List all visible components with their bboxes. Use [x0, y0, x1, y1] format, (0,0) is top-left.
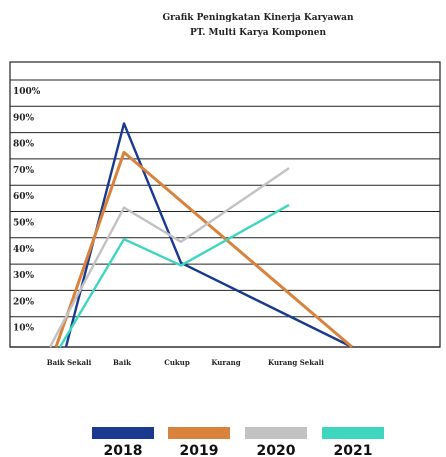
series-line-2020 [48, 167, 290, 348]
x-tick-label: Kurang Sekali [268, 358, 324, 367]
x-tick-label: Cukup [164, 358, 190, 367]
y-tick-label: 50% [13, 219, 35, 229]
y-tick-label: 20% [13, 297, 35, 307]
legend-swatch-2020 [245, 427, 307, 439]
y-tick-label: 70% [13, 166, 35, 176]
series-line-2021 [58, 203, 290, 348]
y-tick-label: 40% [13, 245, 35, 255]
grid [9, 61, 441, 348]
y-tick-label: 80% [13, 140, 35, 150]
legend-label-2020: 2020 [257, 443, 296, 457]
x-tick-label: Baik [113, 358, 131, 367]
series-lines [48, 122, 353, 349]
legend-label-2021: 2021 [334, 443, 373, 457]
series-line-2019 [54, 150, 353, 349]
legend-label-2018: 2018 [104, 443, 143, 457]
y-tick-label: 90% [13, 113, 35, 123]
y-tick-label: 30% [13, 271, 35, 281]
y-tick-label: 100% [13, 87, 41, 97]
x-tick-label: Baik Sekali [47, 358, 92, 367]
legend-swatch-2021 [322, 427, 384, 439]
legend-swatch-2019 [168, 427, 230, 439]
chart-subtitle: PT. Multi Karya Komponen [190, 28, 327, 38]
legend-label-2019: 2019 [180, 443, 219, 457]
legend: 2018 2019 2020 2021 [92, 427, 384, 457]
plot-frame [9, 61, 441, 348]
x-tick-label: Kurang [211, 358, 240, 367]
y-tick-label: 10% [13, 324, 35, 334]
x-axis-ticks: Baik Sekali Baik Cukup Kurang Kurang Sekali [47, 358, 325, 367]
chart-title: Grafik Peningkatan Kinerja Karyawan [162, 13, 353, 23]
y-tick-label: 60% [13, 192, 35, 202]
legend-swatch-2018 [92, 427, 154, 439]
y-axis-ticks: 10% 20% 30% 40% 50% 60% 70% 80% 90% 100% [13, 87, 41, 334]
